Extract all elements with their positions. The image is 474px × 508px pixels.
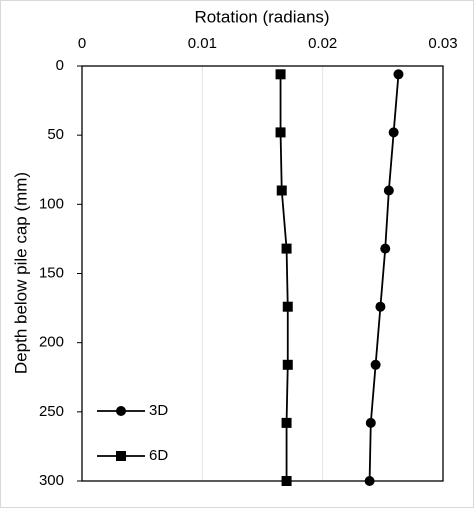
marker <box>282 301 293 312</box>
marker <box>393 69 404 80</box>
y-tick-label: 100 <box>39 195 64 212</box>
y-tick-label: 300 <box>39 472 64 489</box>
legend-label: 6D <box>149 447 168 464</box>
marker <box>375 301 386 312</box>
legend-label: 3D <box>149 402 168 419</box>
series-line <box>279 74 289 481</box>
legend-marker <box>116 451 126 461</box>
x-tick-label: 0 <box>78 35 86 52</box>
y-tick-label: 150 <box>39 264 64 281</box>
plot-frame <box>81 65 444 482</box>
x-axis-title: Rotation (radians) <box>194 7 329 26</box>
x-tick-label: 0.03 <box>428 35 457 52</box>
marker <box>388 127 399 138</box>
marker <box>281 243 292 254</box>
marker <box>275 69 286 80</box>
marker <box>282 359 293 370</box>
marker <box>275 127 286 138</box>
y-tick-label: 0 <box>56 57 64 74</box>
y-tick-label: 250 <box>39 403 64 420</box>
marker <box>364 476 375 486</box>
marker <box>281 476 292 486</box>
legend-marker <box>116 406 126 416</box>
marker <box>383 185 394 196</box>
y-axis-title: Depth below pile cap (mm) <box>11 172 30 374</box>
marker <box>380 243 391 254</box>
series-line <box>368 74 400 482</box>
marker <box>276 185 287 196</box>
y-tick-label: 200 <box>39 334 64 351</box>
marker <box>281 417 292 428</box>
x-tick-label: 0.02 <box>308 35 337 52</box>
marker <box>370 359 381 370</box>
marker <box>365 417 376 428</box>
y-tick-label: 50 <box>47 126 64 143</box>
x-tick-label: 0.01 <box>188 35 217 52</box>
